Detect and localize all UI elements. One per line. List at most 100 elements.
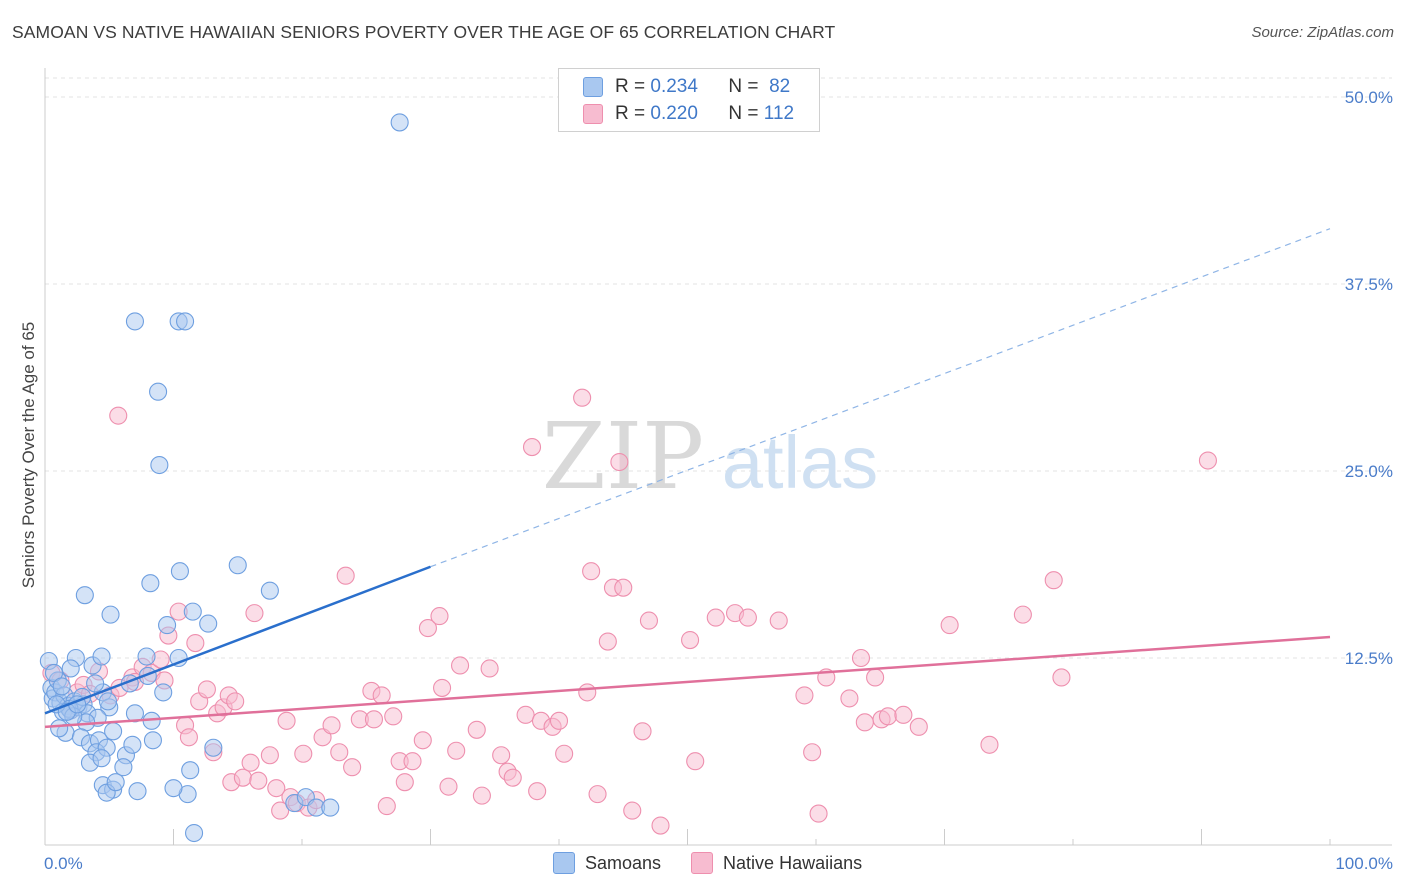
y-tick-label: 12.5% [1345,649,1393,668]
hawaiian-point [588,785,607,804]
samoan-point [123,735,142,754]
hawaiian-point [573,388,592,407]
chart-title: SAMOAN VS NATIVE HAWAIIAN SENIORS POVERT… [12,22,836,42]
hawaiians-swatch-icon [583,104,603,124]
samoan-point [114,758,133,777]
samoans-swatch-icon [583,77,603,97]
legend-label-hawaiians: Native Hawaiians [723,852,863,873]
hawaiian-point [294,744,313,763]
hawaiian-point [492,746,511,765]
samoan-point [164,779,183,798]
hawaiian-point [343,758,362,777]
source-label: Source: ZipAtlas.com [1251,24,1394,41]
samoan-point [143,731,162,750]
y-tick-label: 25.0% [1345,462,1393,481]
hawaiian-point [377,797,396,816]
samoan-point [106,773,125,792]
hawaiian-point [633,722,652,741]
hawaiian-point [439,777,458,796]
samoan-point [61,659,80,678]
hawaiian-point [249,771,268,790]
watermark: ZIP atlas [542,403,878,510]
hawaiian-point [1052,668,1071,687]
hawaiian-point [186,633,205,653]
samoan-point [154,683,173,702]
samoans-trend-line [44,565,431,715]
legend-item-samoans: Samoans [553,852,661,874]
samoan-point [260,581,279,600]
samoan-point [150,455,169,475]
gridlines [45,77,1392,659]
r-label: R = [615,76,646,97]
series-samoans [39,113,409,843]
hawaiian-point [233,768,252,787]
hawaiian-point [706,608,725,627]
trend-lines [44,228,1331,729]
hawaiian-point [578,683,597,702]
hawaiian-point [179,728,198,747]
legend-label-samoans: Samoans [585,852,662,873]
x-tick-label: 100.0% [1335,854,1393,873]
legend-item-hawaiians: Native Hawaiians [691,852,862,874]
hawaiian-point [549,711,569,730]
hawaiian-point [433,678,452,697]
hawaiian-point [598,632,617,651]
samoan-point [92,749,111,768]
hawaiian-point [472,786,491,805]
correlation-legend: R = 0.234 N = 82 R = 0.220 N = 112 [558,68,820,132]
r-label: R = [615,103,646,124]
samoans-swatch-icon [553,852,575,874]
hawaiian-point [1013,605,1032,624]
hawaiian-point [840,689,859,708]
hawaiian-point [430,607,449,626]
hawaiian-point [467,720,486,739]
hawaiian-point [528,782,547,801]
samoan-point [176,312,195,331]
hawaiian-point [1198,451,1217,470]
legend-row-hawaiians: R = 0.220 N = 112 [583,102,794,126]
hawaiian-point [614,578,633,597]
hawaiian-point [364,710,384,729]
samoan-point [170,562,189,581]
hawaiian-point [866,668,885,687]
samoan-point [125,312,144,331]
hawaiian-point [795,686,814,705]
hawaiian-point [582,562,601,581]
hawaiian-point [639,611,659,630]
hawaiian-point [384,707,403,726]
hawaiian-point [980,735,999,754]
hawaiian-point [686,752,705,771]
samoan-point [98,692,118,711]
samoan-point [52,677,71,696]
samoan-point [185,823,204,843]
samoan-point [75,586,94,605]
hawaiian-point [313,728,332,747]
hawaiian-point [851,648,871,668]
y-tick-label: 37.5% [1345,275,1393,294]
hawaiian-point [809,804,828,823]
series-legend: Samoans Native Hawaiians [553,852,892,874]
hawaiian-point [623,801,642,820]
hawaiian-point [855,713,874,732]
samoan-point [137,647,156,666]
hawaiian-point [738,608,757,627]
hawaiian-point [418,619,437,638]
hawaiian-point [271,801,290,820]
samoan-point [199,614,218,633]
hawaiian-point [395,773,414,792]
hawaiian-point [681,630,700,650]
y-axis-label: Seniors Poverty Over the Age of 65 [19,322,38,588]
hawaiian-point [245,604,264,623]
hawaiian-point [447,741,466,760]
samoans-trend-extension [430,228,1331,568]
samoan-point [321,798,340,817]
samoan-point [158,616,177,635]
samoan-point [228,556,247,575]
hawaiian-point [403,752,422,771]
hawaiian-point [894,705,913,724]
samoan-point [125,704,144,723]
samoan-point [204,738,223,757]
hawaiian-point [610,452,629,472]
hawaiian-point [522,438,542,457]
